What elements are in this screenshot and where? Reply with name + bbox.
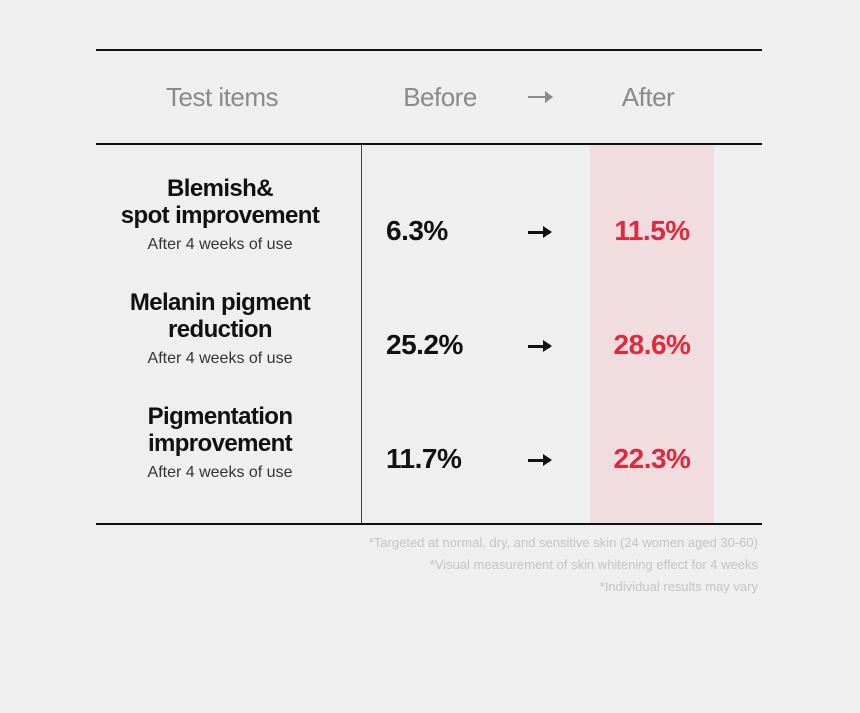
- footnotes: *Targeted at normal, dry, and sensitive …: [258, 532, 758, 598]
- test-item-name-line2: reduction: [168, 316, 273, 343]
- table-row: Blemish& spot improvement After 4 weeks …: [96, 175, 762, 287]
- header-test-items: Test items: [165, 82, 279, 112]
- test-item-name-line1: Melanin pigment: [129, 289, 311, 316]
- results-table: Test items Before After Blemish& spot im…: [96, 49, 762, 525]
- test-item-duration: After 4 weeks of use: [147, 236, 293, 253]
- test-item-label: Pigmentation improvement After 4 weeks o…: [96, 403, 344, 483]
- test-item-name: Pigmentation improvement: [96, 403, 344, 457]
- arrow-right-icon: [528, 454, 552, 466]
- header-arrow-icon: [528, 91, 553, 103]
- after-value: 28.6%: [613, 329, 691, 360]
- table-row: Pigmentation improvement After 4 weeks o…: [96, 403, 762, 515]
- test-item-duration: After 4 weeks of use: [147, 350, 293, 367]
- table-row: Melanin pigment reduction After 4 weeks …: [96, 289, 762, 401]
- table-top-rule: [96, 49, 762, 51]
- test-item-name-line1: Blemish&: [167, 175, 274, 202]
- table-header-rule: [96, 143, 762, 145]
- test-item-duration: After 4 weeks of use: [147, 464, 293, 481]
- before-value: 11.7%: [386, 443, 462, 474]
- before-value: 6.3%: [386, 215, 448, 246]
- header-before: Before: [403, 82, 477, 112]
- header-after: After: [621, 82, 675, 112]
- test-item-name: Melanin pigment reduction: [96, 289, 344, 343]
- test-item-name-line1: Pigmentation: [147, 403, 293, 430]
- footnote-target-group: *Targeted at normal, dry, and sensitive …: [368, 535, 758, 550]
- after-column-highlight: [590, 145, 714, 523]
- test-item-label: Blemish& spot improvement After 4 weeks …: [96, 175, 344, 255]
- arrow-right-icon: [528, 340, 552, 352]
- test-item-name: Blemish& spot improvement: [96, 175, 344, 229]
- after-value: 11.5%: [614, 215, 690, 246]
- after-value: 22.3%: [613, 443, 691, 474]
- table-bottom-rule: [96, 523, 762, 525]
- test-item-label: Melanin pigment reduction After 4 weeks …: [96, 289, 344, 369]
- test-item-name-line2: spot improvement: [120, 202, 320, 229]
- test-item-name-line2: improvement: [147, 430, 293, 457]
- column-divider: [361, 145, 362, 523]
- before-value: 25.2%: [386, 329, 463, 360]
- footnote-disclaimer: *Individual results may vary: [599, 579, 758, 594]
- footnote-measurement: *Visual measurement of skin whitening ef…: [429, 557, 758, 572]
- arrow-right-icon: [528, 226, 552, 238]
